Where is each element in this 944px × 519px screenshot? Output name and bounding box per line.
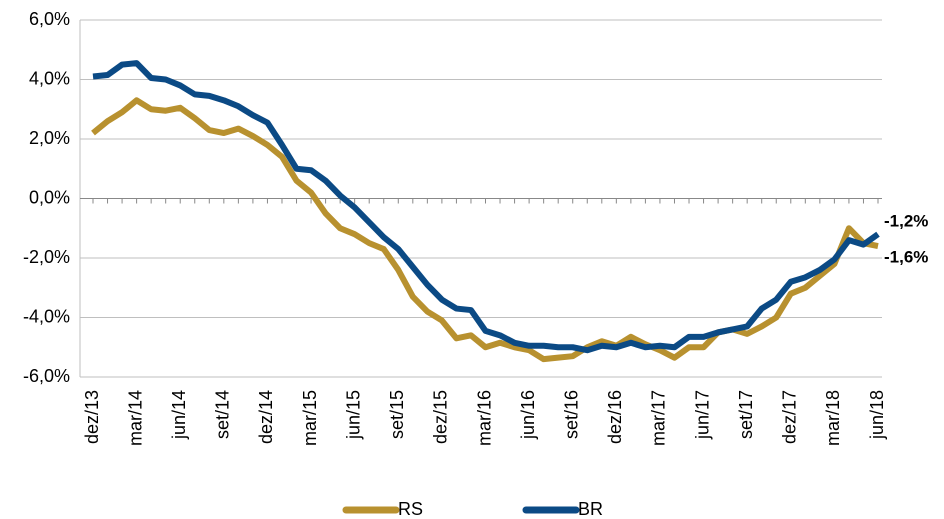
x-tick-label: set/17 [736, 390, 756, 439]
x-tick-label: dez/16 [605, 390, 625, 444]
series-line [92, 60, 880, 354]
x-tick-label: jun/16 [518, 390, 538, 440]
x-tick-label: set/14 [213, 390, 233, 439]
x-tick-label: jun/18 [867, 390, 887, 440]
data-label: -1,6% [884, 248, 928, 267]
x-tick-label: set/16 [561, 390, 581, 439]
x-tick-label: set/15 [387, 390, 407, 439]
y-tick-label: 4,0% [29, 68, 70, 88]
series-line [91, 97, 879, 363]
y-tick-label: -6,0% [23, 366, 70, 386]
x-tick-label: mar/15 [300, 390, 320, 446]
x-tick-label: jun/15 [343, 390, 363, 440]
x-tick-label: dez/13 [82, 390, 102, 444]
x-tick-label: mar/16 [474, 390, 494, 446]
legend-label: BR [578, 499, 603, 519]
y-tick-label: 6,0% [29, 9, 70, 29]
x-tick-label: dez/15 [431, 390, 451, 444]
x-tick-label: jun/17 [692, 390, 712, 440]
x-tick-label: mar/18 [823, 390, 843, 446]
y-tick-label: -4,0% [23, 306, 70, 326]
x-tick-label: dez/17 [780, 390, 800, 444]
x-tick-label: jun/14 [169, 390, 189, 440]
data-label: -1,2% [884, 212, 928, 231]
y-tick-label: -2,0% [23, 247, 70, 267]
y-tick-label: 2,0% [29, 128, 70, 148]
x-tick-label: dez/14 [256, 390, 276, 444]
x-tick-label: mar/17 [649, 390, 669, 446]
y-tick-label: 0,0% [29, 187, 70, 207]
legend-label: RS [398, 499, 423, 519]
x-tick-label: mar/14 [125, 390, 145, 446]
